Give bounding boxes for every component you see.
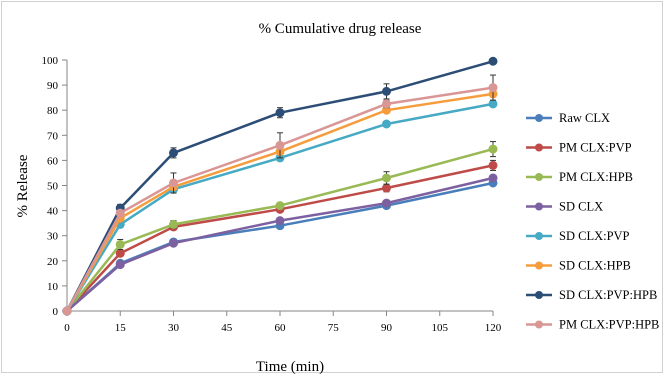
x-tick-label: 0 <box>64 322 70 334</box>
plot-area: 0 10 20 30 40 50 60 70 80 90 100 0 15 30 45 60 75 90 105 12… <box>42 55 502 334</box>
x-tick-label: 15 <box>115 322 127 334</box>
data-point <box>169 219 178 229</box>
legend-swatch-marker <box>535 291 543 299</box>
legend-item: PM CLX:HPB <box>526 170 633 184</box>
series-4 <box>62 173 498 316</box>
data-point <box>115 208 125 218</box>
series-line <box>65 86 494 312</box>
x-tick-label: 90 <box>381 322 393 334</box>
chart-svg: % Cumulative drug release % Release Time… <box>15 21 659 375</box>
data-point <box>382 173 391 183</box>
y-tick-label: 70 <box>47 130 59 142</box>
x-axis-label: Time (min) <box>256 359 324 374</box>
x-tick-label: 45 <box>221 322 233 334</box>
legend-label: SD CLX:PVP:HPB <box>559 288 657 302</box>
legend-label: PM CLX:PVP <box>559 141 632 155</box>
y-tick-label: 20 <box>47 256 59 268</box>
series-line <box>66 176 494 312</box>
legend-label: SD CLX:PVP <box>559 229 630 243</box>
legend-item: SD CLX <box>526 200 603 214</box>
legend-item: SD CLX:HPB <box>526 259 631 273</box>
series-line <box>66 164 494 312</box>
data-point <box>115 260 125 270</box>
y-tick-label: 50 <box>47 181 59 193</box>
legend-label: SD CLX:HPB <box>559 259 631 273</box>
series-2 <box>62 159 498 316</box>
data-point <box>488 99 498 109</box>
data-point <box>62 306 72 316</box>
y-tick-label: 0 <box>53 306 59 318</box>
legend-item: PM CLX:PVP:HPB <box>526 318 659 332</box>
y-tick-label: 80 <box>47 105 59 117</box>
x-tick-label: 60 <box>275 322 287 334</box>
data-point <box>382 198 391 208</box>
series-3 <box>62 141 498 316</box>
legend-label: SD CLX <box>559 200 603 214</box>
data-point <box>275 140 285 150</box>
y-tick-label: 40 <box>47 206 59 218</box>
data-point <box>275 216 285 226</box>
y-tick-label: 90 <box>47 80 59 92</box>
data-point <box>115 248 125 258</box>
legend-item: SD CLX:PVP <box>526 229 630 243</box>
legend-swatch-marker <box>535 261 543 270</box>
data-point <box>382 183 391 193</box>
series-line <box>65 102 494 312</box>
data-point <box>488 144 498 154</box>
legend-swatch-marker <box>535 114 543 122</box>
legend-swatch-marker <box>535 202 543 211</box>
legend-label: PM CLX:PVP:HPB <box>559 318 659 332</box>
legend-label: PM CLX:HPB <box>559 170 633 184</box>
legend-item: PM CLX:PVP <box>526 141 632 155</box>
legend-item: SD CLX:PVP:HPB <box>526 288 657 302</box>
legend-swatch-marker <box>535 143 543 152</box>
data-point <box>382 86 391 96</box>
legend-swatch-marker <box>535 320 543 329</box>
legend-swatch-marker <box>535 232 543 240</box>
series-8 <box>62 74 498 316</box>
data-point <box>488 173 498 183</box>
data-point <box>382 119 391 129</box>
chart-title: % Cumulative drug release <box>259 21 422 37</box>
y-tick-label: 10 <box>47 281 59 293</box>
series-line <box>66 147 494 312</box>
data-point <box>275 108 285 118</box>
data-point <box>382 99 391 109</box>
data-point <box>275 201 285 211</box>
series-line <box>65 60 494 312</box>
data-point <box>115 239 125 249</box>
x-tick-label: 30 <box>168 322 180 334</box>
data-point <box>169 148 178 158</box>
legend-swatch-marker <box>535 173 543 181</box>
y-axis-label: % Release <box>15 154 31 217</box>
y-tick-label: 60 <box>47 155 59 167</box>
y-tick-label: 100 <box>42 55 59 67</box>
legend-item: Raw CLX <box>526 111 610 125</box>
y-tick-label: 30 <box>47 231 59 243</box>
x-tick-label: 120 <box>485 322 502 334</box>
data-point <box>169 238 178 248</box>
x-tick-label: 75 <box>328 322 340 334</box>
data-point <box>488 160 498 170</box>
data-point <box>488 83 498 93</box>
legend-label: Raw CLX <box>559 111 610 125</box>
legend: Raw CLX PM CLX:PVP PM CLX:HPB SD CLX SD CLX:… <box>526 111 659 332</box>
data-point <box>488 56 498 66</box>
data-point <box>169 178 178 188</box>
x-tick-label: 105 <box>432 322 449 334</box>
series-line <box>65 92 494 312</box>
